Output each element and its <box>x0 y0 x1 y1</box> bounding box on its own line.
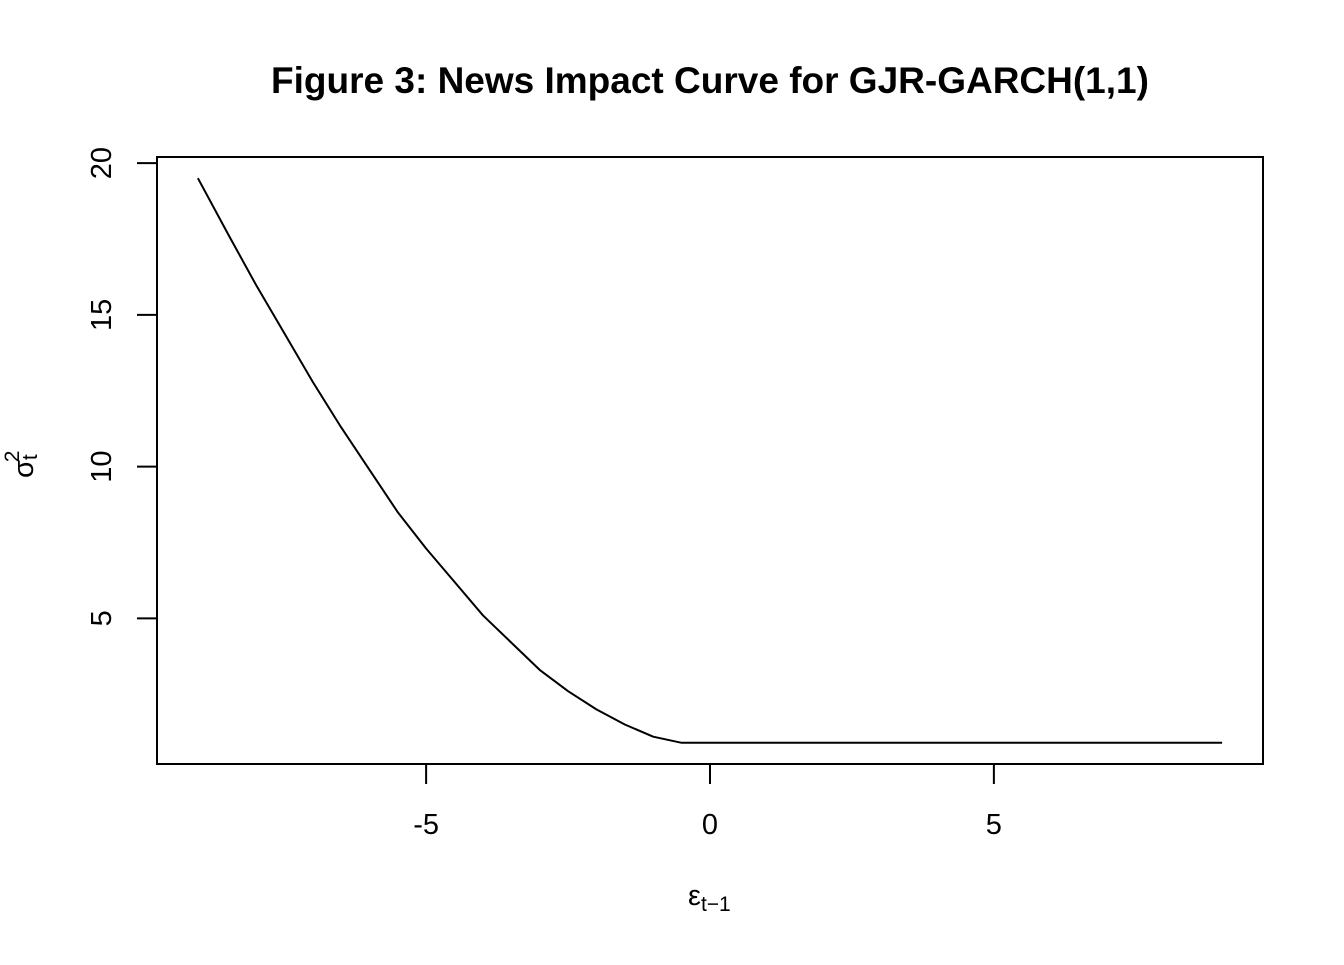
y-tick-label: 20 <box>86 147 118 179</box>
plot-frame <box>156 156 1264 765</box>
y-tick-label: 15 <box>86 299 118 331</box>
x-axis: -5 0 5 <box>413 763 1002 841</box>
chart-title: Figure 3: News Impact Curve for GJR-GARC… <box>271 60 1149 101</box>
y-axis-label-base: σ <box>8 460 40 478</box>
series-line <box>197 177 1223 744</box>
x-axis-label: εt−1 <box>688 880 731 916</box>
plot-area <box>197 177 1223 744</box>
x-tick-label: 5 <box>986 809 1002 841</box>
x-axis-label-base: ε <box>688 880 701 912</box>
y-axis-label-subscript: t <box>19 454 42 460</box>
y-axis: 5 10 15 20 <box>86 147 158 626</box>
y-tick-label: 5 <box>86 610 118 626</box>
x-tick-label: 0 <box>702 809 718 841</box>
y-tick-label: 10 <box>86 450 118 482</box>
y-axis-label: σt2 <box>1 451 42 478</box>
y-axis-label-superscript: 2 <box>1 451 24 463</box>
x-tick-label: -5 <box>413 809 439 841</box>
x-axis-label-subscript: t−1 <box>701 893 731 916</box>
